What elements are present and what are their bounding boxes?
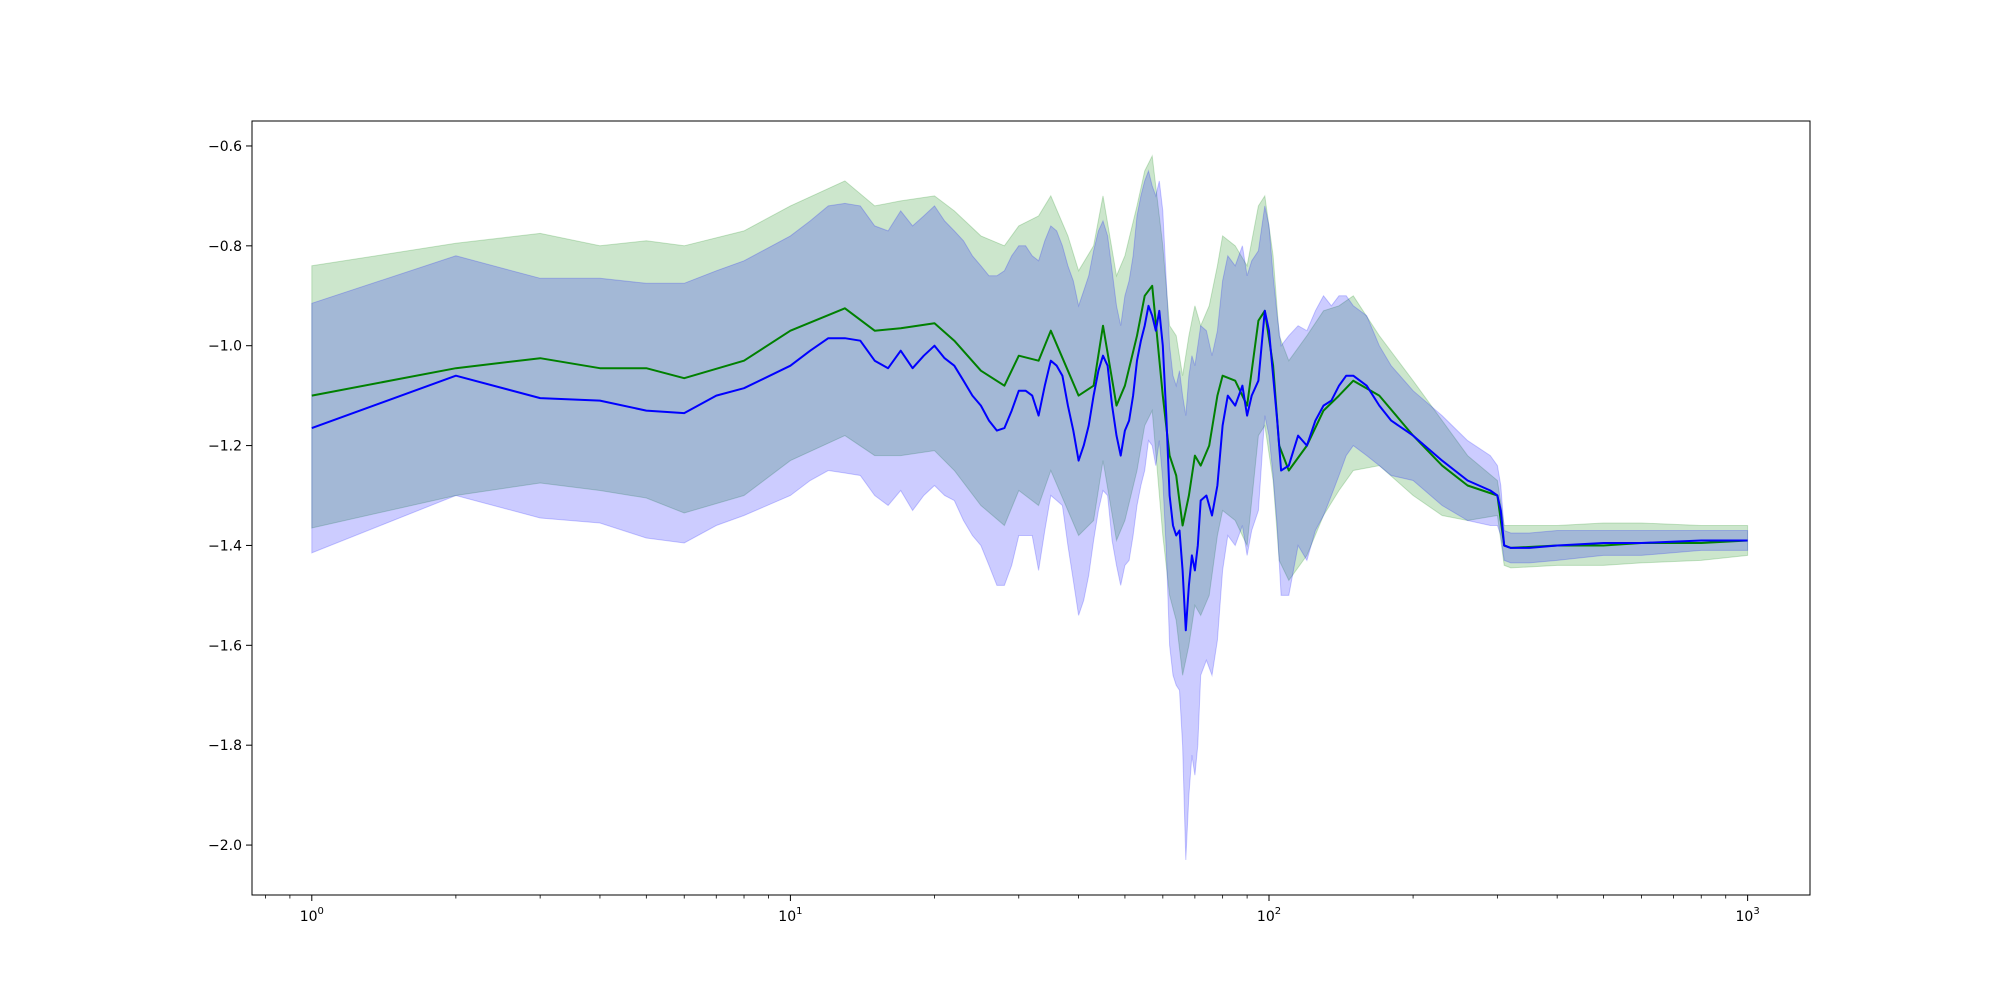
mean-line-series-2	[311, 304, 1748, 632]
x-axis: 100 101 102 103	[265, 895, 1760, 925]
confidence-band-series-2	[311, 169, 1749, 861]
y-axis: −0.6 −0.8 −1.0 −1.2 −1.4 −1.6 −1.8 −2.0	[208, 139, 252, 854]
x-tick-label: 102	[1257, 906, 1281, 925]
plot-area-frame	[251, 120, 1811, 896]
confidence-band-series-1	[311, 154, 1749, 676]
y-tick-label: −1.2	[208, 439, 242, 455]
x-tick-label: 101	[778, 906, 802, 925]
y-tick-label: −1.4	[208, 538, 242, 554]
x-tick-label: 103	[1736, 906, 1760, 925]
y-tick-label: −2.0	[208, 838, 242, 854]
y-tick-label: −0.8	[208, 239, 242, 255]
y-tick-label: −1.6	[208, 638, 242, 654]
y-tick-label: −1.0	[208, 339, 242, 355]
confidence-bands	[311, 154, 1749, 861]
y-tick-label: −1.8	[208, 738, 242, 754]
mean-lines	[311, 284, 1748, 632]
x-tick-label: 100	[300, 906, 324, 925]
y-tick-label: −0.6	[208, 139, 242, 155]
